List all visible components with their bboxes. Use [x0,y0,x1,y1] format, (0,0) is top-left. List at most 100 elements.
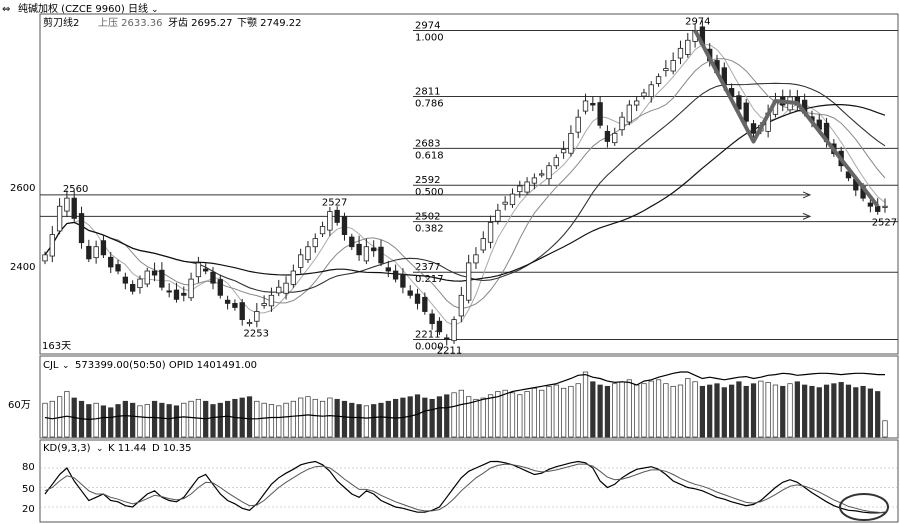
candle-body [305,246,311,261]
fib-ratio-label: 0.500 [415,187,444,198]
volume-bar [385,400,391,438]
kd-lines [40,460,898,514]
candle-body [604,130,611,142]
volume-bar [517,394,523,438]
fib-ratio-label: 0.000 [415,341,444,352]
moving-averages [44,44,886,326]
candle-body [210,271,216,284]
candle-body [648,84,654,97]
candle-body [422,296,428,312]
candle-body [407,290,413,296]
volume-bar [246,396,253,438]
candle-body [487,222,494,243]
candle-body [108,256,114,268]
candle-body [612,132,618,144]
moving-average-line [44,58,886,310]
candle-body [670,60,676,72]
volume-bar [466,396,472,438]
volume-bar [845,384,852,438]
volume-bar [144,404,150,438]
candle-body [575,116,581,133]
candle-body [173,289,180,300]
fib-ratio-label: 0.786 [415,99,444,110]
volume-bar [758,380,764,438]
volume-bar [699,385,706,438]
candle-body [875,205,881,212]
indicator-name[interactable]: 剪刀线2 [43,16,79,29]
fib-ratio-label: 0.618 [415,150,444,161]
candle-body [349,236,355,248]
volume-bar [173,405,180,438]
candle-body [458,294,465,317]
kd-d-line [44,463,886,514]
candle-body [495,209,501,222]
volume-bar [648,380,654,438]
volume-bar [108,407,114,438]
volume-bar [816,387,822,438]
volume-bar [341,400,348,438]
candle-body [524,181,530,193]
volume-bar [429,398,435,438]
volume-bar [728,384,735,438]
volume-bar [487,394,494,438]
candle-body [531,177,538,184]
volume-bar [181,402,187,438]
volume-bar [495,391,501,438]
volume-bar [86,404,92,438]
candle-body [553,157,559,167]
volume-bar [568,385,574,438]
moving-average-line [44,44,886,326]
chevron-down-icon[interactable]: ⌄ [96,444,104,454]
candle-body [560,149,567,154]
candle-body [641,92,647,97]
candle-body [334,209,340,223]
volume-bar [210,404,216,438]
candle-body [268,294,275,307]
volume-info: 573399.00(50:50) OPID 1401491.00 [75,360,257,371]
volume-bar [283,402,289,438]
volume-bar [312,398,318,438]
volume-bar [677,384,684,438]
indicator-up-value: 上压 2633.36 [98,17,163,29]
volume-bar [363,405,370,438]
chevron-down-icon[interactable]: ⌄ [62,361,70,371]
candle-body [217,279,223,296]
volume-indicator-name[interactable]: CJL [43,360,59,371]
indicator-down-value: 下颚 2749.22 [237,17,302,29]
volume-bar [290,400,296,438]
volume-bar [875,391,881,438]
volume-bar [305,396,311,438]
link-icon: ⇔ [2,4,10,15]
volume-bar [590,381,596,438]
volume-bar [597,384,603,438]
candle-body [392,270,399,280]
volume-bar [707,384,713,438]
candle-body [195,262,202,278]
volume-bar [860,385,866,438]
volume-bar [604,385,611,438]
candle-body [203,268,209,272]
candle-body [188,278,194,299]
main-panel-frame [39,13,899,355]
candle-body [882,205,888,208]
volume-axis-label: 60万 [8,400,31,411]
volume-bar [663,383,669,438]
candle-body [582,100,589,112]
kd-indicator-name[interactable]: KD(9,3,3) [43,443,91,454]
guide-arrowhead [802,212,812,220]
candle-body [144,270,150,285]
volume-bar [261,402,267,438]
volume-bar [414,394,421,438]
volume-bar [560,387,567,438]
candle-body [166,290,172,293]
candle-body [685,39,691,55]
volume-bar [743,385,749,438]
days-label: 163天 [42,341,71,352]
volume-bar [224,400,231,438]
chevron-down-icon[interactable]: ⌄ [151,5,159,15]
volume-bar [268,404,275,438]
kd-tick-20: 20 [22,504,35,515]
period-selector[interactable]: 日线 [128,2,148,15]
candle-body [655,76,662,84]
candle-body [100,240,107,256]
